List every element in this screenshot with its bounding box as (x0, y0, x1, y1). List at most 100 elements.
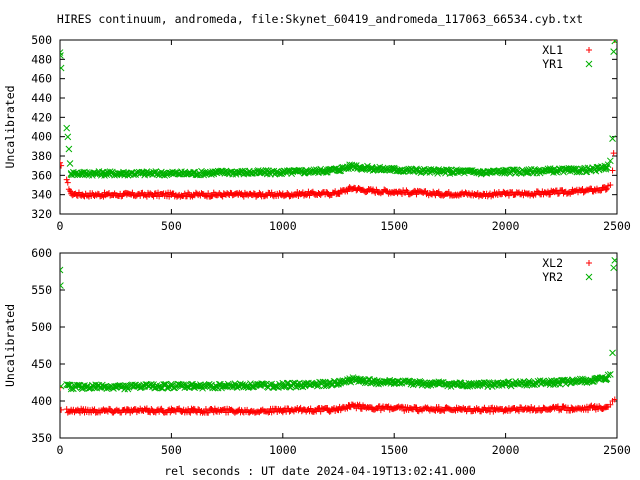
data-point (611, 257, 617, 264)
data-point (133, 382, 141, 390)
data-point (101, 191, 108, 198)
y-tick-label: 500 (31, 33, 52, 47)
data-point (363, 189, 370, 196)
data-point (357, 403, 364, 410)
plot-1: 320 340 360 380 400 420 440 460 480 500 0 500 1000 15… (3, 33, 631, 233)
data-point (368, 187, 375, 194)
data-point (168, 407, 175, 414)
legend-label-YR2: YR2 (542, 270, 563, 284)
x-tick-label: 2000 (492, 443, 520, 457)
data-point (569, 405, 576, 412)
data-point (190, 382, 198, 390)
y-tick-label: 400 (31, 130, 52, 144)
data-point (457, 381, 465, 389)
series-YR1 (60, 40, 617, 179)
data-point (351, 403, 358, 410)
plot-2: 350 400 450 500 550 600 0 500 1000 1500 2000 2500 Un… (3, 246, 631, 457)
x-tick-label: 1500 (380, 219, 408, 233)
data-point (480, 191, 487, 198)
data-point (365, 376, 372, 383)
data-point (357, 186, 364, 193)
y-tick-label: 420 (31, 110, 52, 124)
data-point (524, 168, 532, 175)
data-point (64, 133, 72, 141)
data-point (78, 170, 86, 177)
legend-marker (585, 60, 593, 68)
data-point (346, 376, 353, 384)
data-point (335, 166, 342, 173)
data-point (150, 193, 157, 200)
y-axis-label: Uncalibrated (3, 304, 17, 387)
data-point (391, 405, 398, 412)
data-point (603, 375, 611, 383)
data-point (212, 191, 219, 198)
legend-marker (585, 273, 593, 281)
data-point (413, 189, 420, 196)
data-point (124, 171, 132, 179)
data-point (448, 169, 456, 176)
data-point (553, 404, 560, 411)
data-point (116, 170, 124, 177)
data-point (204, 169, 212, 177)
data-point (74, 382, 82, 389)
data-point (60, 162, 65, 169)
data-point (611, 40, 617, 45)
data-point (60, 64, 65, 72)
data-point (279, 407, 286, 414)
y-axis-label: Uncalibrated (3, 85, 17, 168)
data-point (101, 383, 108, 391)
data-point (324, 380, 331, 388)
data-point (63, 124, 71, 132)
x-tick-label: 1500 (380, 443, 408, 457)
y-tick-label: 320 (31, 207, 52, 221)
data-point (390, 166, 398, 173)
data-point (435, 168, 443, 175)
data-point (123, 383, 131, 391)
data-point (591, 186, 598, 193)
data-point (546, 167, 554, 174)
data-point (335, 406, 342, 413)
data-point (604, 371, 612, 379)
data-point (250, 190, 257, 197)
data-point (602, 164, 610, 171)
data-point (168, 191, 175, 198)
data-point (123, 407, 130, 414)
data-point (307, 405, 314, 412)
legend-label-XL2: XL2 (542, 256, 563, 270)
data-point (212, 407, 219, 414)
data-point (145, 382, 153, 390)
data-point (324, 190, 331, 197)
data-point (383, 378, 390, 385)
data-point (429, 166, 437, 174)
x-tick-label: 0 (57, 219, 64, 233)
data-point (609, 167, 616, 174)
data-point (515, 408, 522, 415)
legend-label-YR1: YR1 (542, 57, 563, 71)
data-point (591, 376, 599, 384)
data-point (606, 371, 614, 378)
data-point (350, 375, 358, 383)
series-YR2 (60, 257, 617, 393)
data-point (271, 382, 279, 390)
x-tick-label: 500 (161, 443, 182, 457)
legend-marker (586, 47, 592, 53)
plot-frame (59, 252, 618, 439)
x-tick-label: 2000 (492, 219, 520, 233)
plot-frame (59, 39, 618, 215)
data-point (502, 168, 509, 175)
data-point (257, 191, 264, 198)
data-point (139, 383, 146, 391)
data-point (413, 167, 420, 174)
data-point (268, 189, 275, 196)
data-point (335, 189, 342, 196)
data-point (458, 190, 465, 197)
data-point (324, 406, 331, 413)
data-point (368, 378, 376, 386)
data-point (190, 170, 198, 177)
legend-marker (586, 260, 592, 266)
data-point (479, 169, 487, 176)
y-tick-label: 400 (31, 394, 52, 408)
data-point (480, 406, 487, 413)
data-point (569, 378, 576, 386)
y-tick-label: 450 (31, 357, 52, 371)
